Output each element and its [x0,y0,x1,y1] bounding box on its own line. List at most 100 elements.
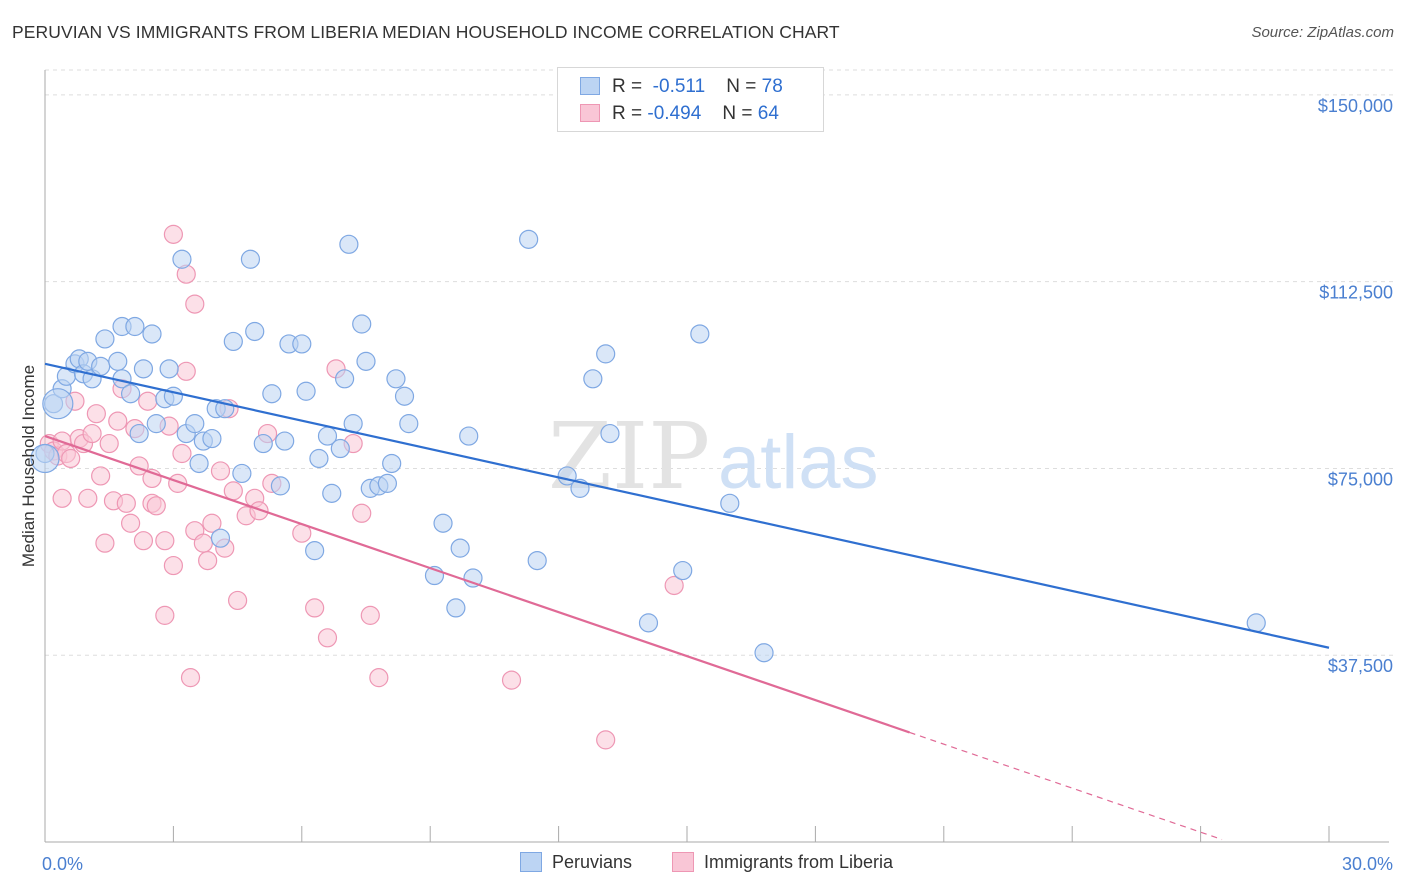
liberia-point-14 [95,533,115,553]
trendline-liberia-extension [909,731,1223,841]
y-tick-label-0: $37,500 [1328,656,1393,676]
liberia-point-37 [185,294,205,314]
legend-n-value-liberia: 64 [757,103,779,124]
liberia-point-28 [155,605,175,625]
legend-n-label: N = [726,76,757,97]
peruvians-point-57 [386,369,406,389]
peruvians-point-52 [356,351,376,371]
liberia-point-39 [193,533,213,553]
y-tick-label-2: $112,500 [1319,283,1393,303]
peruvians-point-25 [185,414,205,434]
peruvians-point-59 [399,414,419,434]
peruvians-point-19 [146,414,166,434]
peruvians-point-49 [339,234,359,254]
liberia-point-29 [155,531,175,551]
liberia-point-23 [133,531,154,551]
peruvians-point-61 [433,513,453,533]
legend-n-value-peruvians: 78 [761,76,783,97]
liberia-point-53 [305,598,325,618]
peruvians-point-9 [91,356,111,376]
bottom-legend-swatch-liberia [672,852,694,872]
liberia-point-3 [52,488,72,508]
peruvians-point-39 [275,431,295,451]
legend-row-liberia: R = -0.494 N = 64 [580,103,779,127]
peruvians-point-28 [202,428,222,449]
liberia-point-63 [163,224,183,244]
liberia-point-41 [202,513,222,533]
peruvians-point-33 [232,463,252,484]
liberia-point-20 [121,513,141,533]
bottom-legend-liberia: Immigrants from Liberia [672,852,893,873]
liberia-point-6 [61,448,81,469]
peruvians-point-48 [335,369,355,389]
peruvians-point-30 [210,528,231,548]
x-tick-labels: 0.0% 30.0% [42,854,1393,874]
peruvians-point-17 [133,359,154,379]
peruvians-point-77 [754,643,774,663]
liberia-point-27 [146,496,166,516]
peruvians-point-42 [296,381,316,401]
bottom-legend-label-liberia: Immigrants from Liberia [704,852,894,872]
peruvians-point-62 [446,598,466,618]
peruvians-point-37 [262,384,282,404]
legend-swatch-peruvians [580,77,600,95]
peruvians-point-23 [172,249,192,269]
liberia-point-10 [78,488,98,508]
gridlines [45,69,1395,656]
bottom-legend-label-peruvians: Peruvians [552,852,633,872]
liberia-point-12 [86,404,106,424]
peruvians-point-72 [600,423,620,444]
peruvians-point-26 [189,453,209,474]
chart-title: PERUVIAN VS IMMIGRANTS FROM LIBERIA MEDI… [12,22,840,42]
bottom-legend-peruvians: Peruvians [520,852,632,873]
liberia-point-42 [210,461,231,481]
series-peruvians-points [30,229,1266,663]
legend-r-value-peruvians: -0.511 [652,76,706,97]
peruvians-point-65 [463,568,483,588]
liberia-point-46 [228,590,248,611]
trendline-liberia [44,435,910,734]
y-axis-label: Median Household Income [19,365,38,567]
legend-swatch-liberia [580,104,600,122]
peruvians-point-21 [159,359,179,379]
peruvians-point-44 [309,448,329,469]
liberia-point-61 [596,730,616,750]
liberia-point-57 [352,503,372,523]
correlation-legend: R = -0.511 N = 78 R = -0.494 N = 64 [557,67,824,132]
liberia-point-49 [249,501,269,521]
liberia-point-45 [223,481,243,501]
peruvians-point-14 [121,384,141,404]
axes [44,70,1389,843]
liberia-point-33 [172,443,192,464]
legend-n-label: N = [722,103,753,124]
peruvians-point-35 [245,321,265,342]
watermark: ZIP atlas [548,403,879,510]
peruvians-point-67 [527,550,547,571]
x-tick-label-min: 0.0% [42,854,83,874]
peruvians-point-76 [720,493,740,513]
liberia-point-19 [116,493,136,513]
peruvians-point-43 [305,541,325,561]
peruvians-point-38 [270,476,290,496]
peruvians-point-55 [377,473,397,493]
peruvians-point-46 [322,483,342,503]
liberia-point-13 [91,466,111,486]
liberia-point-36 [180,668,201,688]
peruvians-point-15 [125,316,145,337]
peruvians-point-63 [450,538,470,558]
liberia-point-31 [163,555,183,576]
y-tick-label-1: $75,000 [1328,469,1393,489]
peruvians-point-51 [352,314,372,334]
peruvians-point-36 [253,433,273,454]
bottom-legend-swatch-peruvians [520,852,542,872]
peruvians-point-47 [330,438,350,459]
peruvians-point-34 [240,249,261,269]
peruvians-point-56 [382,453,402,474]
peruvians-point-16 [129,423,149,444]
peruvians-point-10 [95,329,115,349]
liberia-point-15 [99,433,119,454]
peruvians-point-58 [394,386,415,406]
peruvians-point-large-1 [42,388,74,420]
peruvians-point-66 [519,229,539,249]
peruvians-point-71 [596,344,616,364]
